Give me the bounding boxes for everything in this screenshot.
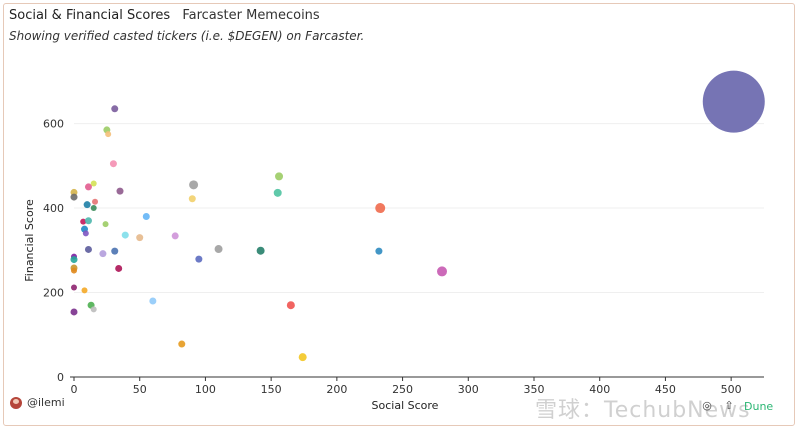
x-tick-label: 50 bbox=[133, 383, 147, 396]
scatter-point bbox=[214, 245, 223, 254]
scatter-point bbox=[99, 250, 107, 258]
scatter-point bbox=[437, 266, 447, 277]
scatter-point bbox=[90, 205, 97, 212]
x-tick-label: 0 bbox=[71, 383, 78, 396]
scatter-point bbox=[80, 218, 87, 225]
scatter-point bbox=[92, 198, 99, 205]
x-tick-label: 250 bbox=[392, 383, 413, 396]
scatter-point bbox=[70, 308, 78, 316]
x-tick-label: 100 bbox=[195, 383, 216, 396]
scatter-point bbox=[275, 172, 284, 181]
x-tick-label: 350 bbox=[524, 383, 545, 396]
scatter-point bbox=[83, 201, 91, 209]
scatter-point bbox=[188, 195, 196, 203]
scatter-point bbox=[286, 301, 295, 310]
scatter-point bbox=[81, 287, 88, 294]
scatter-point bbox=[171, 232, 179, 240]
footer-author[interactable]: @ilemi bbox=[10, 396, 65, 409]
y-axis-label: Financial Score bbox=[23, 199, 36, 282]
x-axis-label: Social Score bbox=[372, 399, 439, 412]
chart-description: Showing verified casted tickers (i.e. $D… bbox=[9, 29, 365, 43]
scatter-point bbox=[102, 221, 109, 228]
brand-logo[interactable]: Dune bbox=[744, 400, 774, 413]
scatter-point bbox=[116, 187, 124, 195]
scatter-point bbox=[82, 230, 89, 237]
x-tick-label: 150 bbox=[261, 383, 282, 396]
scatter-point bbox=[84, 183, 92, 191]
scatter-point bbox=[70, 193, 78, 201]
chart-title: Social & Financial Scores bbox=[9, 8, 171, 23]
camera-icon[interactable]: ◎ bbox=[702, 399, 712, 412]
y-tick-label: 200 bbox=[43, 287, 64, 300]
x-tick-label: 450 bbox=[655, 383, 676, 396]
scatter-point bbox=[189, 180, 199, 190]
chart-header: Social & Financial Scores Farcaster Meme… bbox=[9, 8, 320, 23]
scatter-point bbox=[70, 256, 78, 264]
scatter-point bbox=[298, 353, 307, 362]
share-icon[interactable]: ⇧ bbox=[724, 399, 734, 412]
scatter-point bbox=[149, 297, 157, 305]
scatter-point bbox=[115, 264, 123, 272]
scatter-point bbox=[90, 306, 97, 313]
scatter-point bbox=[71, 267, 77, 274]
chart-toolbar: ◎ ⇧ Dune bbox=[700, 399, 774, 414]
x-tick-label: 200 bbox=[326, 383, 347, 396]
scatter-point bbox=[121, 231, 129, 239]
scatter-point bbox=[195, 255, 203, 263]
chart-tag: Farcaster Memecoins bbox=[182, 8, 320, 23]
scatter-point bbox=[273, 188, 282, 197]
scatter-point bbox=[375, 247, 383, 255]
x-tick-label: 400 bbox=[589, 383, 610, 396]
scatter-point bbox=[702, 70, 765, 133]
y-tick-label: 0 bbox=[57, 371, 64, 384]
scatter-point bbox=[178, 340, 186, 348]
avatar bbox=[10, 396, 22, 409]
scatter-point bbox=[90, 180, 97, 187]
scatter-point bbox=[84, 217, 92, 225]
x-tick-label: 300 bbox=[458, 383, 479, 396]
x-tick-label: 500 bbox=[721, 383, 742, 396]
author-name: @ilemi bbox=[27, 396, 65, 409]
scatter-point bbox=[71, 284, 77, 291]
scatter-point bbox=[136, 234, 144, 242]
y-tick-label: 400 bbox=[43, 202, 64, 215]
watermark-text: 雪球：TechubNews bbox=[535, 398, 751, 423]
chart-card bbox=[3, 3, 795, 426]
scatter-point bbox=[142, 213, 150, 220]
scatter-point bbox=[105, 131, 112, 138]
scatter-point bbox=[84, 245, 92, 253]
scatter-point bbox=[109, 160, 117, 168]
scatter-point bbox=[256, 246, 265, 255]
y-tick-label: 600 bbox=[43, 118, 64, 131]
scatter-point bbox=[111, 105, 119, 113]
scatter-point bbox=[375, 203, 386, 214]
scatter-point bbox=[111, 247, 119, 255]
